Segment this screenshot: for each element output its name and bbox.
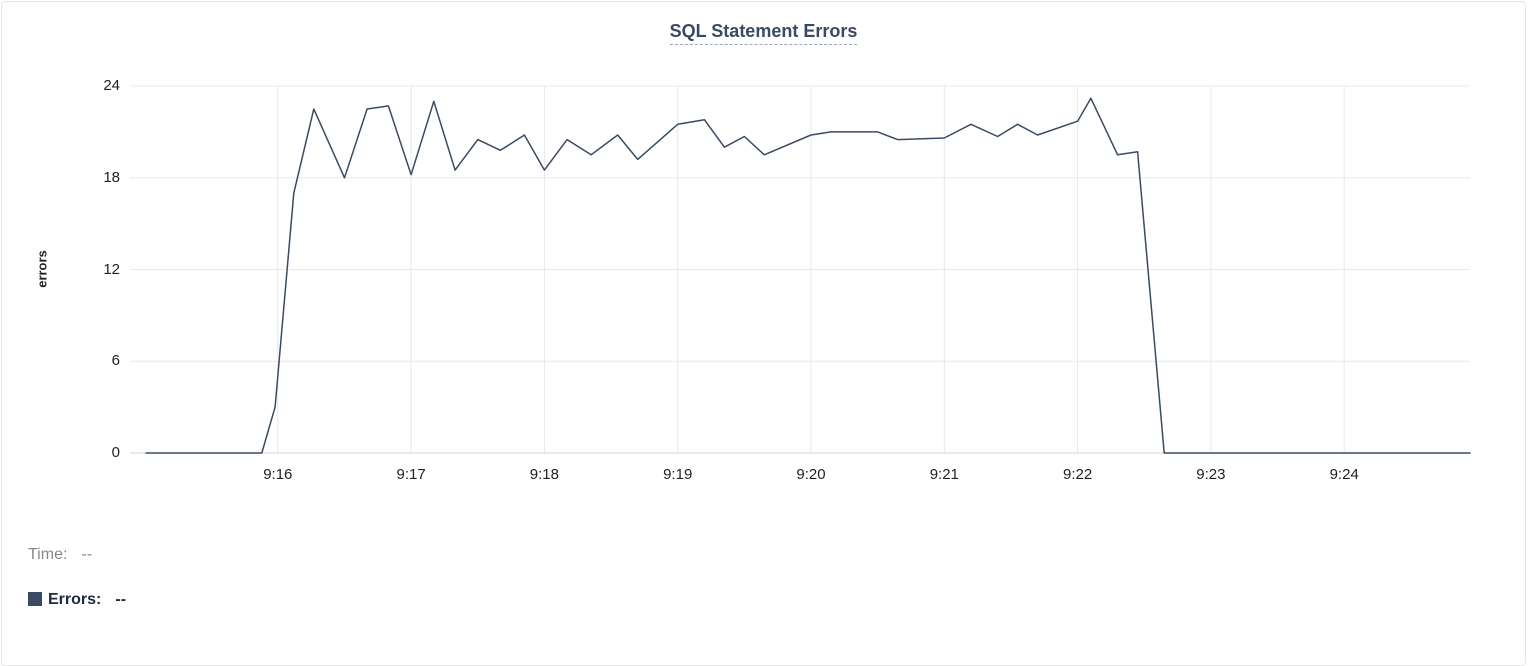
svg-text:6: 6 bbox=[112, 352, 120, 369]
svg-text:9:24: 9:24 bbox=[1330, 466, 1359, 483]
svg-text:9:23: 9:23 bbox=[1196, 466, 1225, 483]
svg-text:18: 18 bbox=[103, 169, 120, 186]
svg-text:0: 0 bbox=[112, 444, 120, 461]
svg-text:9:22: 9:22 bbox=[1063, 466, 1092, 483]
svg-text:9:20: 9:20 bbox=[796, 466, 825, 483]
svg-text:9:18: 9:18 bbox=[530, 466, 559, 483]
svg-text:24: 24 bbox=[103, 77, 120, 94]
svg-text:9:21: 9:21 bbox=[930, 466, 959, 483]
svg-text:9:17: 9:17 bbox=[396, 466, 425, 483]
svg-text:9:16: 9:16 bbox=[263, 466, 292, 483]
svg-text:12: 12 bbox=[103, 261, 120, 278]
svg-text:9:19: 9:19 bbox=[663, 466, 692, 483]
